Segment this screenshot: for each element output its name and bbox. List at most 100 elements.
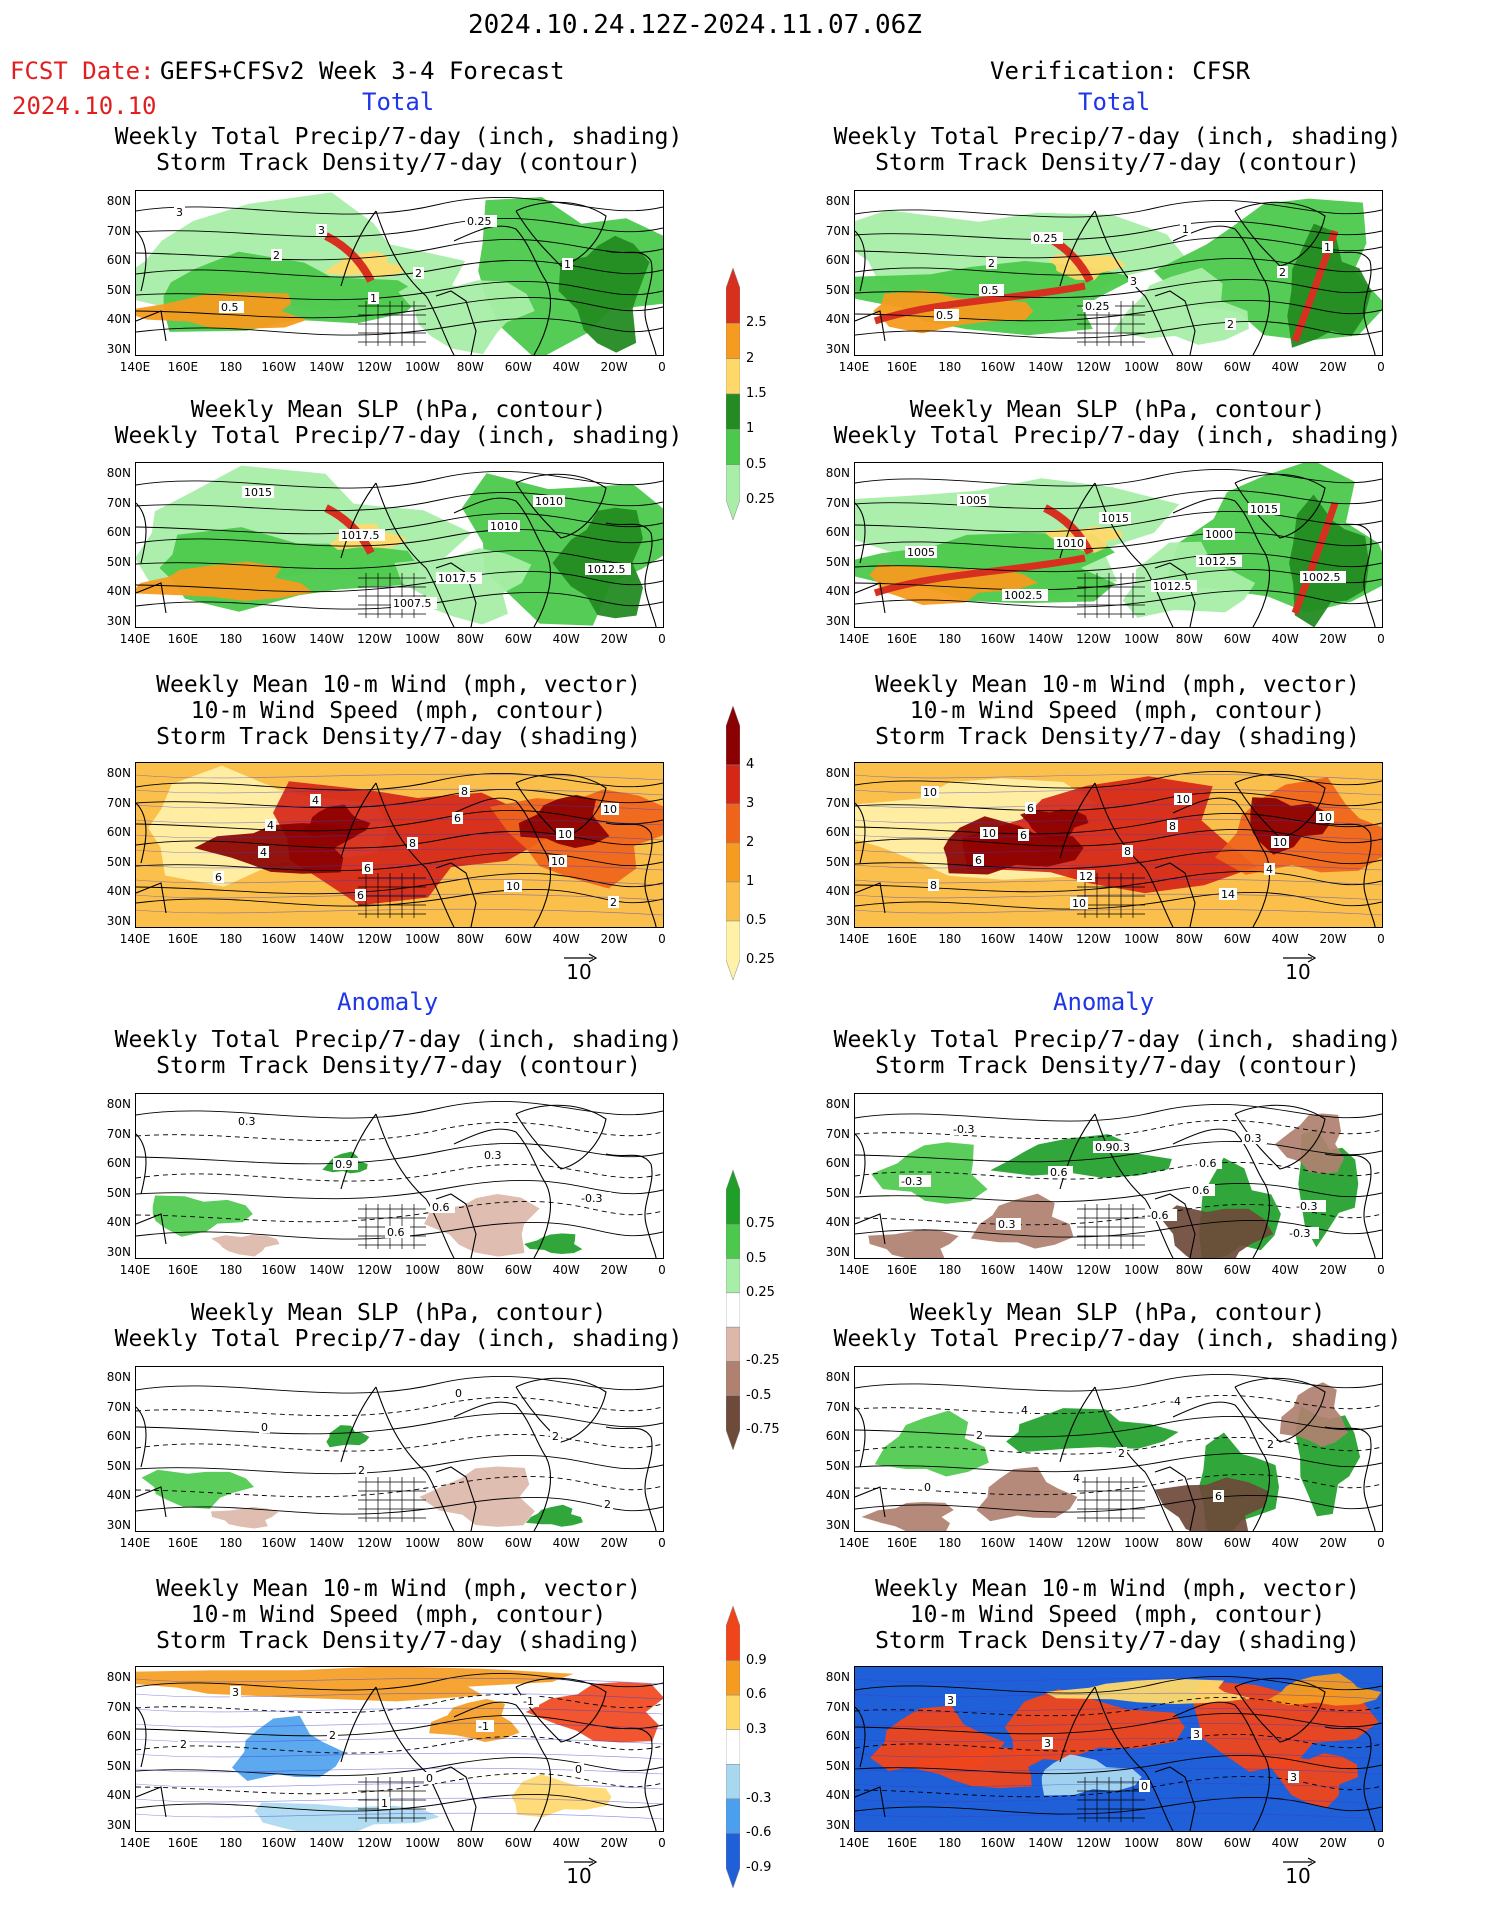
contour-label: 1005: [959, 494, 987, 507]
contour-label-bg: [504, 880, 522, 892]
colorbar-swatch: [725, 1395, 741, 1451]
fcst-panel-3-field: 2 4 6 8 10 6 4 8 10 10 4 6 6 10: [136, 763, 663, 927]
coastline: [605, 1726, 657, 1831]
precip-band: [873, 282, 1086, 325]
verif-panel-4-lat-label: 60N: [825, 1156, 850, 1170]
verif-panel-2-lon-label: 60W: [1223, 632, 1251, 646]
contour-label: 3: [1044, 1737, 1051, 1750]
contour-label: 3: [176, 206, 183, 219]
contour-label: 3: [318, 224, 325, 237]
contour-label: 2: [976, 1429, 983, 1442]
contour-line: [136, 296, 663, 319]
fcst-panel-5-lat-label: 50N: [106, 1458, 131, 1473]
fcst-panel-4-map: 0.6 0.3 -0.3 0.3 0.9 0.6: [135, 1093, 664, 1259]
fcst-panel-1-map: 3 2 1 0.25 1 0.5 3 2: [135, 190, 664, 356]
verif-panel-6-lon-label: 120W: [1076, 1836, 1111, 1850]
contour-line: [855, 1733, 1382, 1752]
verif-panel-5-lon-label: 60W: [1223, 1536, 1251, 1550]
fcst-panel-3-lon-label: 160E: [167, 932, 199, 946]
period-title: 2024.10.24.12Z-2024.11.07.06Z: [468, 10, 922, 40]
fcst-panel-4-lat-label: 30N: [106, 1244, 131, 1259]
fcst-panel-6-map: 1 -1 0 3 2 0 -1 2: [135, 1666, 664, 1832]
fcst-date-value: 2024.10.10: [12, 92, 157, 120]
contour-line: [855, 531, 1382, 550]
precip-anom-shade: [141, 1469, 255, 1509]
contour-label-bg: [1225, 318, 1236, 330]
fcst-panel-6-lon-label: 20W: [600, 1836, 628, 1850]
coastline: [605, 522, 657, 627]
fcst-panel-3-vector-ref-value: 10: [566, 960, 592, 984]
contour-line: [855, 278, 1382, 299]
coastline: [515, 1104, 607, 1170]
verif-panel-5-lon-label: 0: [1377, 1536, 1385, 1550]
contour-label: -0.3: [901, 1175, 922, 1188]
contour-label: 1015: [1101, 512, 1129, 525]
fcst-panel-2-field: 1007.5 1010 1012.5 1015 1017.5 1017.5 1010: [136, 463, 663, 627]
contour-label-bg: [549, 855, 567, 867]
contour-label: 0: [261, 1421, 268, 1434]
contour-label-bg: [1099, 512, 1131, 524]
contour-label: 0: [924, 1481, 931, 1494]
contour-line: [855, 510, 1382, 533]
contour-label-bg: [905, 546, 937, 558]
contour-label-bg: [1271, 836, 1289, 848]
fcst-panel-2-lon-label: 160W: [261, 632, 297, 646]
storm-anom-shade: [232, 1715, 345, 1781]
colorbar-swatch: [725, 1361, 741, 1396]
coastline: [515, 201, 607, 267]
verif-panel-2-lat-label: 70N: [825, 495, 850, 510]
verif-panel-4-lon-label: 140W: [1028, 1263, 1064, 1277]
coastline: [1234, 773, 1326, 839]
contour-line: [136, 491, 663, 512]
coastline: [605, 822, 657, 927]
fcst-panel-3-lon-label: 140E: [119, 932, 151, 946]
contour-label-bg: [407, 837, 418, 849]
fcst-panel-5-field: 2 0 2 0 2: [136, 1367, 663, 1531]
coastline: [1154, 1466, 1196, 1531]
contour-line: [855, 1219, 1382, 1238]
contour-label: 4: [1021, 1404, 1028, 1417]
contour-label-bg: [899, 1175, 931, 1187]
verif-panel-2-field: 1000 1002.5 1005 1010 1012.5 1015 1005 1002.5 10…: [855, 463, 1382, 627]
fcst-panel-4-lat-label: 80N: [106, 1097, 131, 1111]
verif-panel-2-lon-label: 40W: [1271, 632, 1299, 646]
verif-panel-6-lon-label: 60W: [1223, 1836, 1251, 1850]
contour-label: 0.25: [1033, 232, 1058, 245]
verif-panel-1-title-line-2: Storm Track Density/7-day (contour): [875, 150, 1360, 176]
coastline: [855, 1406, 886, 1518]
contour-label: 0.3: [238, 1115, 256, 1128]
verif-panel-4-lon-label: 40W: [1271, 1263, 1299, 1277]
verif-panel-3-lon-label: 140E: [838, 932, 870, 946]
contour-label-bg: [1019, 1404, 1030, 1416]
verif-panel-4-lat-label: 40N: [825, 1215, 850, 1229]
fcst-panel-2-title-line-1: Weekly Mean SLP (hPa, contour): [190, 397, 607, 423]
coastline: [340, 210, 455, 355]
coastline: [515, 1677, 607, 1743]
contour-label: 10: [558, 828, 572, 841]
contour-line: [136, 1735, 663, 1754]
verif-panel-4-field: 0.6 -0.3 -0.3 0.6 -0.6 0.3 -0.3 0.3 0.90.3 0.6 -0.…: [855, 1094, 1382, 1258]
contour-label: 0: [1141, 1780, 1148, 1793]
contour-label: 1012.5: [587, 563, 626, 576]
colorbar-storm_total: [725, 705, 741, 984]
colorbar-swatch: [725, 1224, 741, 1259]
verif-panel-5-lat-label: 30N: [825, 1517, 850, 1532]
contour-label: 2: [1118, 1447, 1125, 1460]
fcst-panel-3-lon-label: 120W: [357, 932, 392, 946]
colorbar-swatch: [725, 429, 741, 465]
fcst-panel-4-lon-label: 0: [658, 1263, 666, 1277]
contour-label-bg: [482, 1149, 507, 1161]
fcst-panel-1-lat-label: 40N: [106, 312, 131, 326]
colorbar-storm_anom-label: 0.9: [746, 1652, 767, 1668]
colorbar-precip_total-label: 0.25: [746, 492, 775, 507]
colorbar-precip_anom-label: 0.25: [746, 1284, 775, 1300]
wind-vector-streak: [136, 1782, 663, 1790]
fcst-panel-5-lat-label: 30N: [106, 1517, 131, 1532]
contour-label-bg: [476, 1720, 494, 1732]
storm-anom-shade: [525, 1682, 663, 1743]
fcst-panel-6-lon-label: 140E: [119, 1836, 151, 1850]
wind-vector-streak: [136, 878, 663, 886]
arrow-icon: [564, 1857, 598, 1867]
fcst-panel-1-lon-label: 160W: [261, 360, 297, 374]
coastline: [515, 473, 607, 539]
